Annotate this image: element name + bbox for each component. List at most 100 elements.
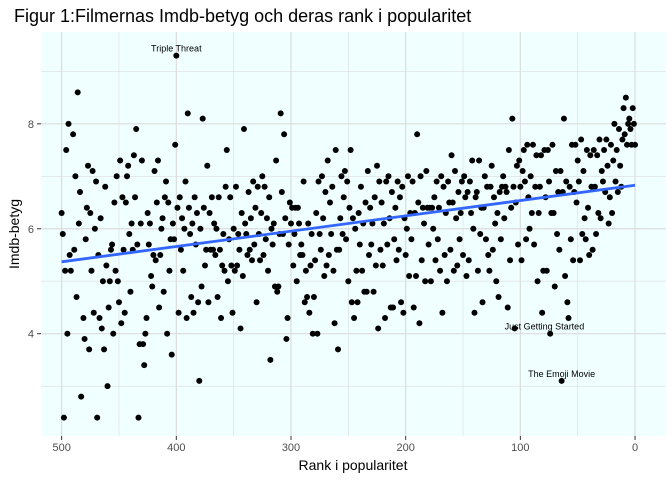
data-point	[606, 194, 613, 201]
data-point	[378, 199, 385, 206]
data-point	[64, 330, 71, 337]
data-point	[113, 173, 120, 180]
data-point	[566, 183, 573, 190]
data-point	[146, 220, 153, 227]
data-point	[536, 183, 543, 190]
data-point	[161, 194, 168, 201]
data-point	[296, 220, 303, 227]
data-point	[179, 215, 186, 222]
data-point	[219, 262, 226, 269]
data-point	[579, 231, 586, 237]
data-point	[604, 162, 611, 169]
data-point	[418, 257, 425, 264]
data-point	[313, 210, 320, 217]
data-point	[392, 204, 399, 211]
data-point	[375, 325, 382, 332]
data-point	[598, 168, 605, 175]
data-point	[469, 157, 476, 164]
data-point	[168, 351, 175, 358]
data-point	[101, 346, 108, 353]
data-point	[625, 120, 632, 127]
data-point	[109, 241, 116, 248]
data-point	[85, 162, 92, 169]
data-point	[158, 225, 165, 232]
data-point	[237, 325, 244, 332]
data-point	[203, 246, 210, 253]
data-point	[58, 210, 65, 217]
data-point	[380, 220, 387, 227]
data-point	[544, 147, 551, 154]
data-point	[318, 173, 325, 180]
data-point	[433, 178, 440, 185]
data-point	[239, 272, 246, 279]
data-point	[298, 241, 305, 248]
data-point	[576, 257, 583, 264]
trend-line	[61, 183, 636, 264]
data-point	[89, 168, 96, 175]
data-point	[306, 309, 313, 316]
data-point	[196, 377, 203, 384]
data-point	[238, 210, 245, 217]
data-point	[572, 141, 579, 148]
data-point	[213, 225, 220, 232]
data-point	[462, 194, 469, 201]
annotations: Triple Threat Just Getting Started The Emo…	[151, 44, 595, 379]
data-point	[242, 220, 249, 227]
data-point	[502, 183, 509, 190]
data-point	[274, 288, 281, 295]
data-point	[552, 168, 559, 175]
data-point	[130, 152, 137, 159]
data-point	[210, 246, 217, 253]
data-point	[374, 162, 381, 169]
data-point	[187, 231, 194, 237]
data-point	[468, 210, 475, 217]
data-point	[560, 115, 567, 122]
data-point	[137, 220, 144, 227]
data-point	[554, 231, 561, 237]
data-point	[172, 141, 179, 148]
data-point	[461, 173, 468, 180]
data-point	[367, 204, 374, 211]
data-point	[470, 225, 477, 232]
data-point	[329, 183, 336, 190]
data-point	[291, 231, 298, 237]
data-point	[294, 204, 301, 211]
data-point	[454, 262, 461, 269]
data-point	[325, 251, 332, 258]
data-point	[177, 246, 184, 253]
data-point	[119, 194, 126, 201]
data-point	[343, 236, 350, 243]
data-point	[539, 309, 546, 316]
data-point	[330, 267, 337, 274]
data-point	[82, 236, 89, 243]
data-point	[74, 89, 81, 96]
data-point	[457, 210, 464, 217]
data-point	[336, 246, 343, 253]
data-point	[128, 220, 135, 227]
y-tick-label: 6	[28, 224, 34, 236]
data-point	[220, 231, 227, 237]
data-point	[323, 262, 330, 269]
data-point	[174, 204, 181, 211]
x-tick-label: 400	[167, 442, 185, 454]
data-point	[357, 183, 364, 190]
data-point	[354, 299, 361, 306]
data-point	[393, 257, 400, 264]
data-point	[534, 278, 541, 285]
data-point	[363, 288, 370, 295]
data-point	[118, 320, 125, 327]
data-point	[476, 157, 483, 164]
data-point	[414, 131, 421, 138]
data-point	[205, 299, 212, 306]
chart-title: Figur 1:Filmernas Imdb-betyg och deras r…	[14, 6, 471, 26]
data-point	[619, 136, 626, 143]
data-point	[341, 168, 348, 175]
data-point	[549, 141, 556, 148]
data-point	[309, 330, 316, 337]
data-point	[385, 173, 392, 180]
data-point	[364, 168, 371, 175]
data-point	[359, 267, 366, 274]
data-point	[159, 215, 166, 222]
data-point	[362, 199, 369, 206]
data-point	[331, 320, 338, 327]
